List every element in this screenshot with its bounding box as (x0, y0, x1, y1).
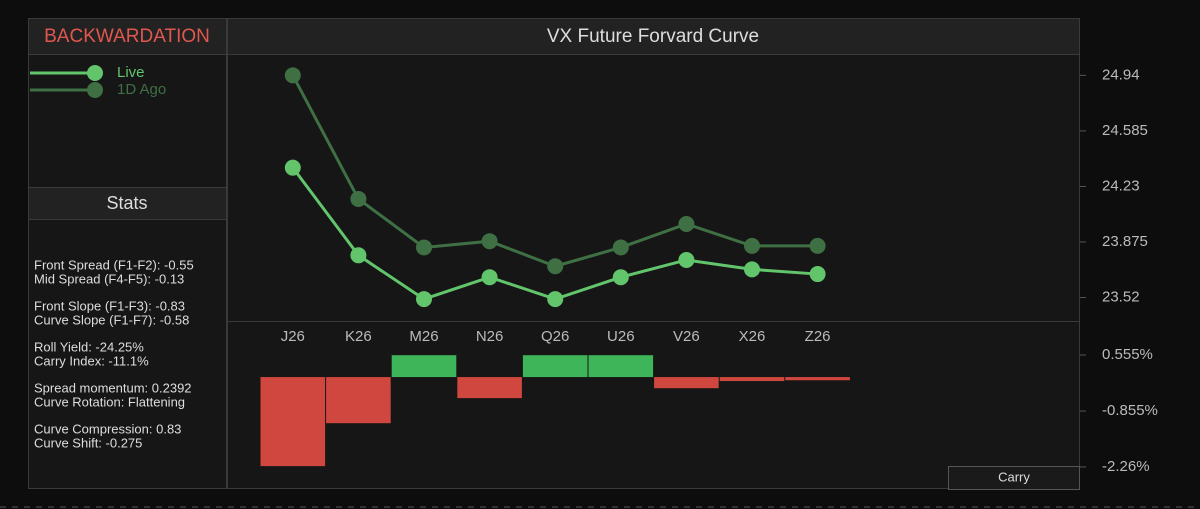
legend-dot (87, 82, 103, 98)
y-tick-label: 24.585 (1102, 122, 1148, 139)
stat-line: Curve Rotation: Flattening (34, 394, 185, 409)
x-tick-label: X26 (739, 328, 766, 345)
legend-label: 1D Ago (117, 81, 166, 98)
point (744, 237, 760, 254)
point (350, 190, 367, 207)
x-tick-label: Z26 (805, 328, 831, 345)
bar-legend-box (948, 466, 1080, 490)
point (809, 266, 826, 283)
point (612, 239, 629, 256)
bar (391, 355, 457, 378)
x-tick-label: K26 (345, 328, 372, 345)
y-tick-label: -0.855% (1102, 402, 1158, 419)
point (678, 215, 695, 232)
stat-line: Carry Index: -11.1% (34, 353, 149, 368)
point (547, 291, 564, 308)
bar (588, 355, 654, 378)
y-tick-label: 24.23 (1102, 177, 1140, 194)
stat-line: Spread momentum: 0.2392 (34, 380, 192, 395)
point (284, 159, 301, 176)
point (547, 258, 564, 275)
bar (522, 355, 588, 378)
y-tick-label: -2.26% (1102, 458, 1150, 475)
stat-line: Front Slope (F1-F3): -0.83 (34, 298, 185, 313)
stats-header (28, 187, 227, 220)
point (416, 291, 432, 308)
point (809, 237, 826, 254)
point (481, 233, 498, 250)
point (678, 251, 695, 268)
stat-line: Front Spread (F1-F2): -0.55 (34, 257, 194, 272)
bar (260, 377, 326, 467)
chart-header (227, 18, 1080, 55)
y-tick-label: 23.875 (1102, 233, 1148, 250)
stat-line: Curve Slope (F1-F7): -0.58 (34, 312, 189, 327)
point (481, 269, 498, 286)
left-panel (28, 18, 227, 489)
chart-title: VX Future Forvard Curve (547, 26, 759, 47)
stat-line: Curve Shift: -0.275 (34, 435, 142, 450)
x-tick-label: V26 (673, 328, 700, 345)
point (612, 269, 629, 286)
stats-title: Stats (106, 193, 147, 213)
point (744, 261, 760, 278)
stat-line: Roll Yield: -24.25% (34, 339, 144, 354)
status: BACKWARDATION (44, 26, 210, 47)
y-tick-label: 24.94 (1102, 66, 1140, 83)
bar (457, 377, 522, 399)
x-tick-label: M26 (409, 328, 438, 345)
bar-legend: Carry (998, 469, 1030, 484)
bar (719, 377, 785, 382)
y-tick-label: 0.555% (1102, 346, 1153, 363)
stat-line: Curve Compression: 0.83 (34, 421, 181, 436)
x-tick-label: U26 (607, 328, 635, 345)
stat-line: Mid Spread (F4-F5): -0.13 (34, 271, 184, 286)
x-tick-label: Q26 (541, 328, 569, 345)
legend-dot (87, 65, 103, 81)
status-box (28, 18, 227, 55)
x-tick-label: J26 (281, 328, 305, 345)
bar (326, 377, 391, 424)
bar (654, 377, 719, 389)
point (350, 247, 367, 264)
point (416, 239, 432, 256)
x-tick-label: N26 (476, 328, 504, 345)
bar (785, 377, 850, 381)
y-tick-label: 23.52 (1102, 288, 1140, 305)
point (284, 67, 301, 84)
legend-label: Live (117, 64, 145, 81)
